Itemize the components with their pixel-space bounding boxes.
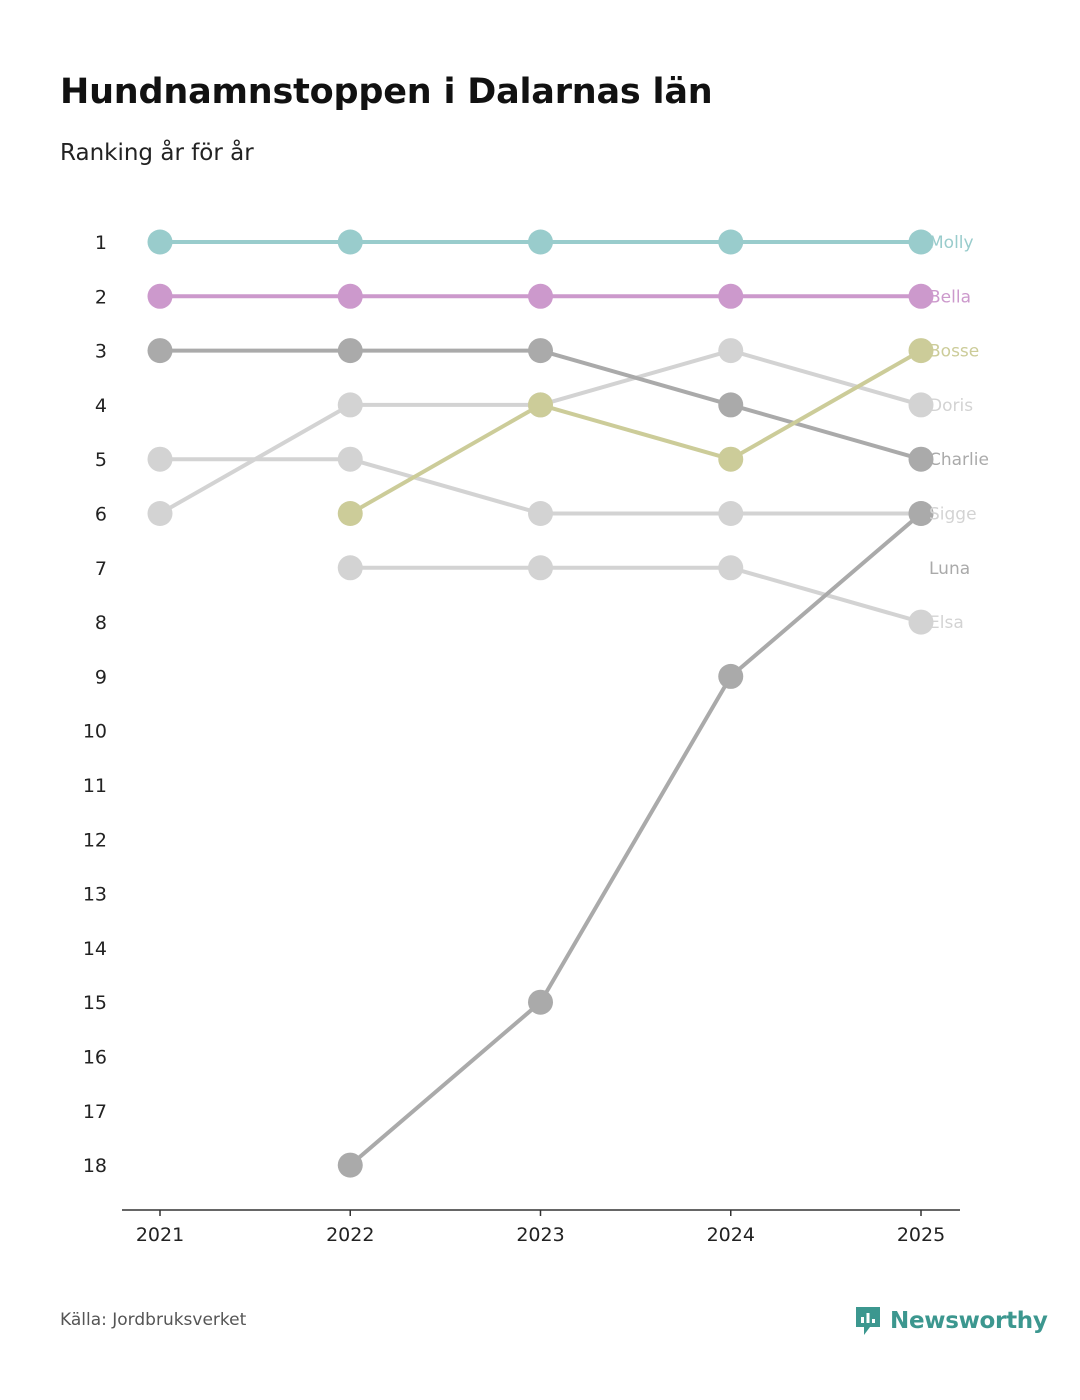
data-point-bosse-2025 (908, 338, 934, 364)
end-label-doris: Doris (929, 396, 973, 416)
data-point-charlie-2023 (528, 338, 553, 364)
data-point-sigge-2023 (528, 501, 553, 526)
brand-logo[interactable]: Newsworthy (854, 1305, 1048, 1337)
x-tick-label-2021: 2021 (136, 1224, 184, 1246)
x-tick-label-2023: 2023 (516, 1224, 564, 1246)
data-point-elsa-2022 (337, 555, 363, 581)
data-point-charlie-2024 (718, 392, 744, 418)
data-point-bosse-2023 (528, 392, 553, 418)
data-point-sigge-2021 (147, 446, 173, 472)
data-point-bella-2021 (147, 283, 173, 309)
y-tick-label-11: 11 (83, 775, 107, 797)
data-point-elsa-2025 (908, 609, 934, 635)
y-tick-label-7: 7 (95, 558, 107, 580)
chart-title: Hundnamnstoppen i Dalarnas län (60, 72, 713, 112)
y-tick-label-4: 4 (95, 395, 107, 417)
data-point-doris-2021 (147, 501, 173, 526)
data-point-luna-2023 (528, 989, 553, 1015)
source-note: Källa: Jordbruksverket (60, 1310, 247, 1330)
y-tick-label-14: 14 (83, 938, 107, 960)
y-tick-label-2: 2 (95, 286, 107, 308)
end-label-charlie: Charlie (929, 450, 989, 470)
data-point-molly-2023 (528, 229, 553, 255)
y-tick-label-16: 16 (83, 1047, 107, 1069)
data-point-luna-2025 (908, 501, 934, 526)
series-line-luna (348, 511, 923, 1168)
series-sigge (147, 446, 934, 526)
y-tick-label-15: 15 (83, 992, 107, 1014)
y-tick-label-18: 18 (83, 1155, 107, 1177)
data-point-charlie-2025 (908, 446, 934, 472)
end-label-luna: Luna (929, 559, 970, 579)
series-molly (147, 229, 934, 255)
data-point-bosse-2024 (718, 446, 744, 472)
end-label-molly: Molly (929, 233, 974, 253)
y-tick-label-13: 13 (83, 884, 107, 906)
y-tick-label-17: 17 (83, 1101, 107, 1123)
data-point-elsa-2024 (718, 555, 744, 581)
series-bella (147, 283, 934, 309)
series-doris (147, 338, 934, 526)
y-tick-label-5: 5 (95, 449, 107, 471)
y-tick-label-6: 6 (95, 504, 107, 526)
end-label-bosse: Bosse (929, 342, 979, 362)
data-point-sigge-2024 (718, 501, 744, 526)
data-point-bella-2022 (337, 283, 363, 309)
data-point-bosse-2022 (337, 501, 363, 526)
data-point-luna-2022 (337, 1152, 363, 1178)
data-point-charlie-2021 (147, 338, 173, 364)
series-line-bosse (348, 348, 923, 516)
end-labels: Molly Bella Bosse Doris Charlie Sigge Luna Elsa (929, 233, 989, 633)
series-elsa (337, 555, 934, 635)
y-tick-label-3: 3 (95, 341, 107, 363)
data-point-luna-2024 (718, 663, 744, 689)
data-point-doris-2022 (337, 392, 363, 418)
data-point-bella-2023 (528, 283, 553, 309)
data-point-molly-2025 (908, 229, 934, 255)
data-point-bella-2024 (718, 283, 744, 309)
data-point-molly-2022 (337, 229, 363, 255)
y-tick-label-8: 8 (95, 612, 107, 634)
data-point-bella-2025 (908, 283, 934, 309)
x-tick-label-2022: 2022 (326, 1224, 374, 1246)
data-point-elsa-2023 (528, 555, 553, 581)
newsworthy-logo-icon (856, 1307, 880, 1335)
data-point-sigge-2022 (337, 446, 363, 472)
data-point-charlie-2022 (337, 338, 363, 364)
y-tick-label-10: 10 (83, 721, 107, 743)
chart-subtitle: Ranking år för år (60, 140, 254, 166)
series-line-elsa (348, 565, 923, 625)
data-point-doris-2025 (908, 392, 934, 418)
end-label-sigge: Sigge (929, 505, 977, 525)
data-point-molly-2021 (147, 229, 173, 255)
series-bosse (337, 338, 934, 526)
end-label-bella: Bella (929, 287, 971, 307)
x-tick-label-2025: 2025 (897, 1224, 945, 1246)
series-luna (337, 501, 934, 1178)
data-point-molly-2024 (718, 229, 744, 255)
data-point-doris-2024 (718, 338, 744, 364)
y-tick-label-12: 12 (83, 829, 107, 851)
x-tick-label-2024: 2024 (707, 1224, 755, 1246)
series-line-doris (158, 348, 923, 516)
y-tick-label-1: 1 (95, 232, 107, 254)
brand-name: Newsworthy (890, 1308, 1048, 1334)
end-label-elsa: Elsa (929, 613, 964, 633)
x-axis: 2021 2022 2023 2024 2025 (122, 1209, 960, 1246)
y-tick-label-9: 9 (95, 666, 107, 688)
